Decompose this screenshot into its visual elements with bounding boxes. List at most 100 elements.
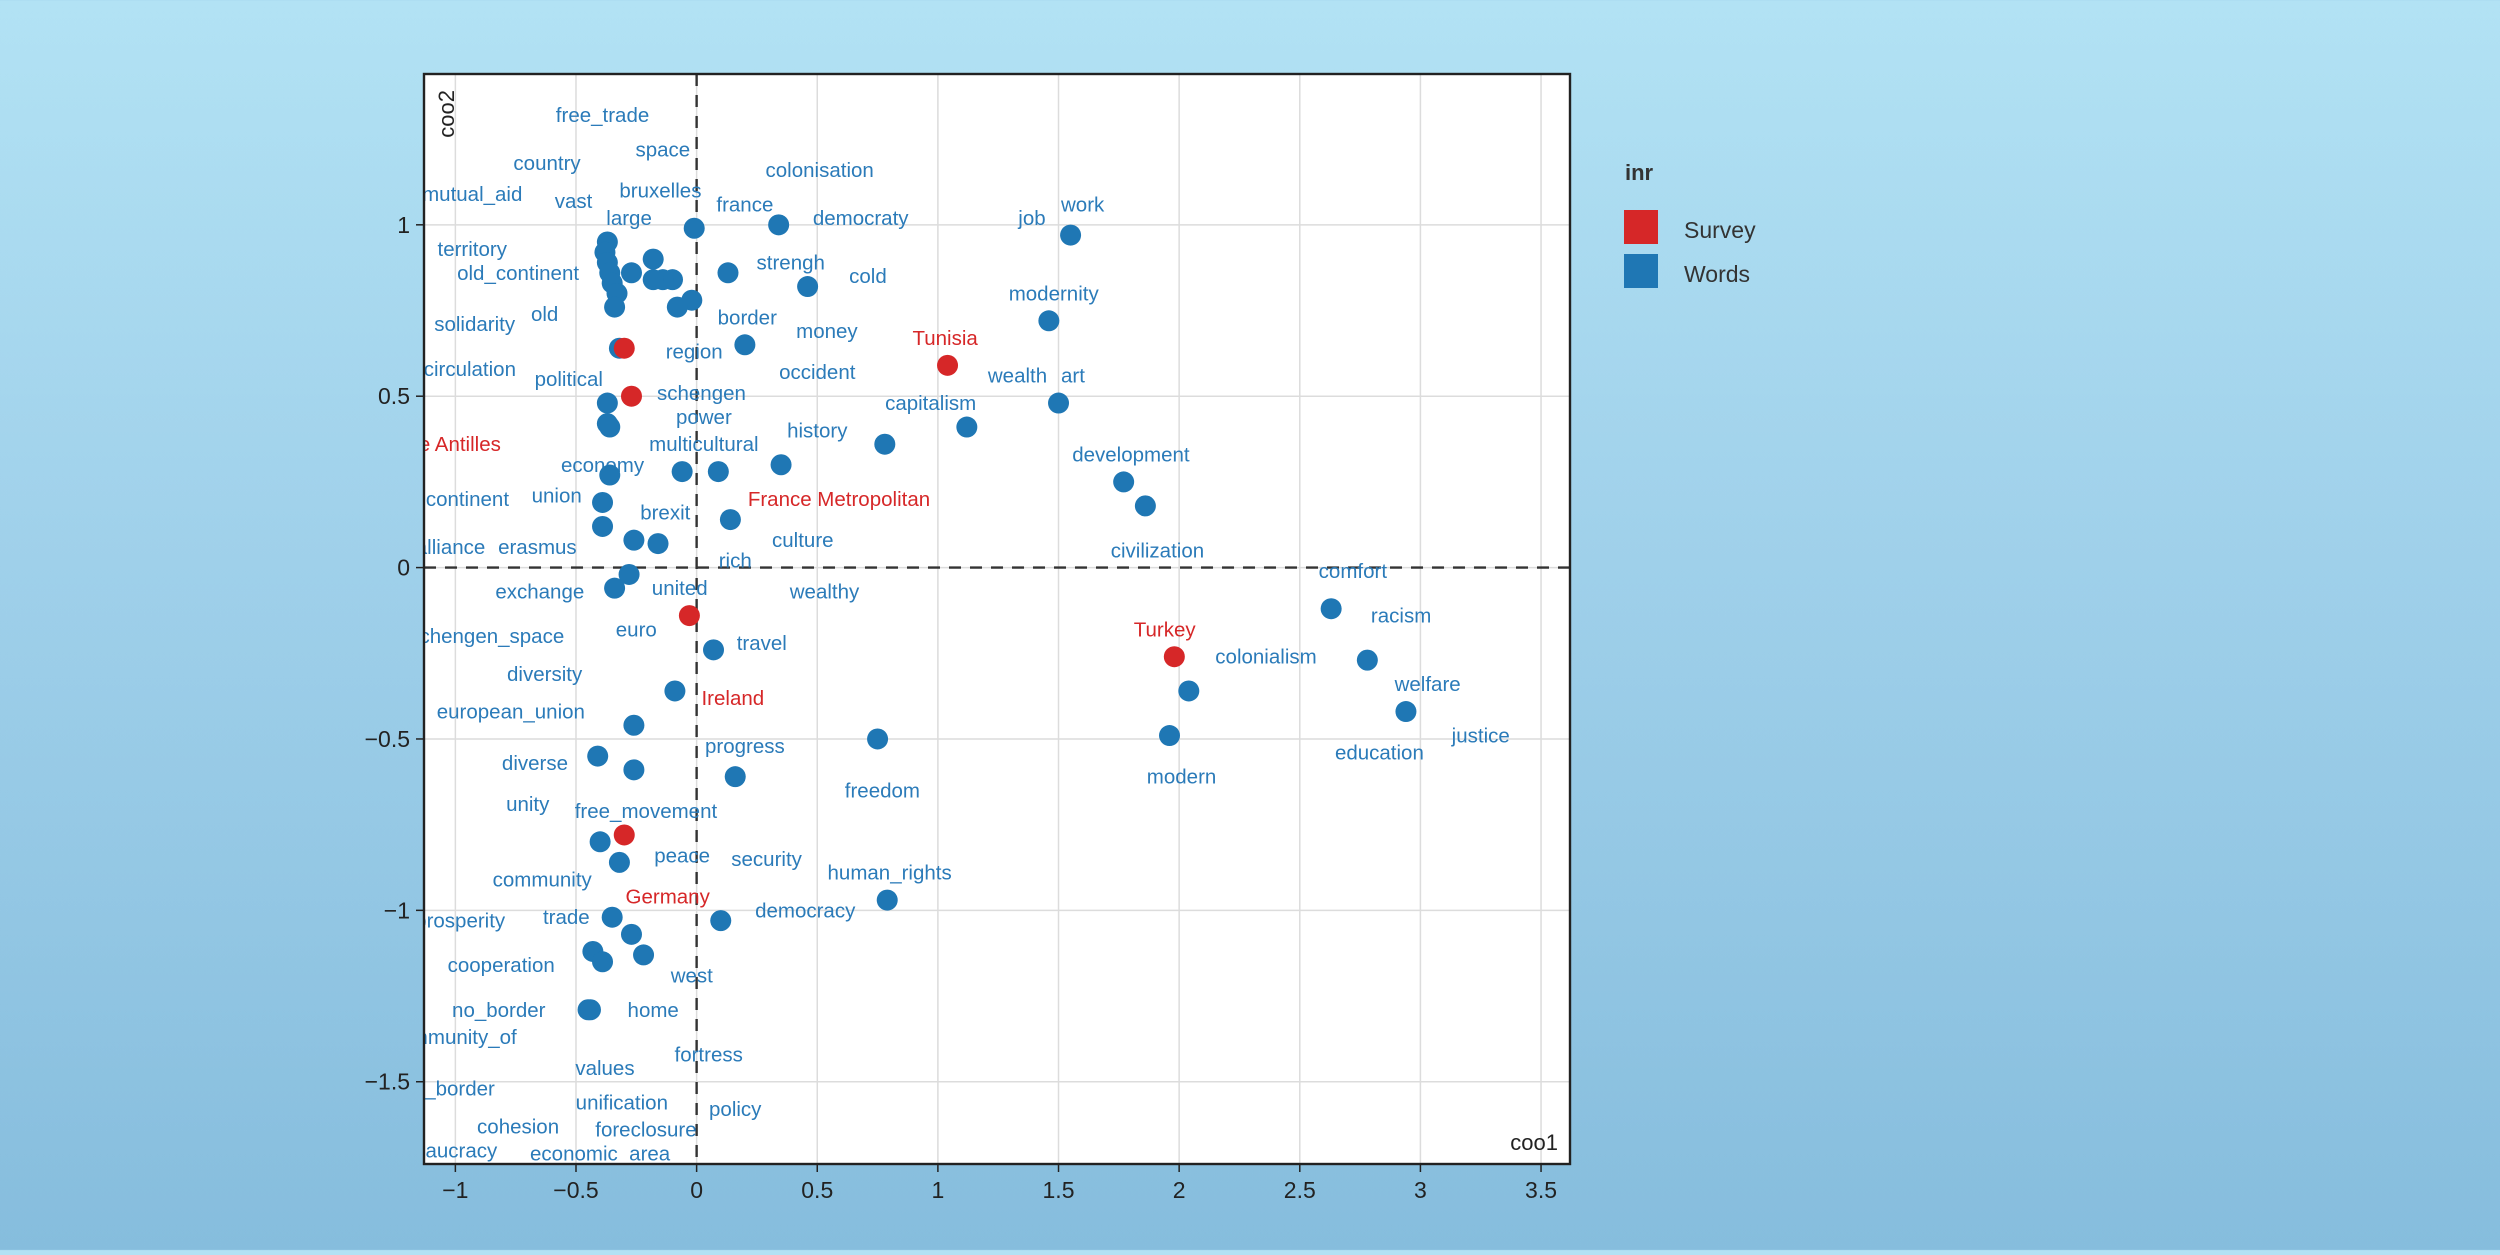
point-label: culture — [772, 529, 834, 552]
point-label: brexit — [640, 502, 690, 525]
point-label: community_of — [389, 1026, 517, 1049]
point-survey[interactable] — [937, 354, 959, 376]
point-words[interactable] — [620, 262, 642, 284]
point-words[interactable] — [768, 214, 790, 236]
point-label: comfort — [1319, 560, 1388, 583]
point-words[interactable] — [707, 461, 729, 483]
y-tick-label: −0.5 — [365, 726, 410, 752]
point-words[interactable] — [592, 951, 614, 973]
point-words[interactable] — [710, 910, 732, 932]
point-words[interactable] — [608, 851, 630, 873]
point-label: welfare — [1394, 673, 1461, 696]
point-words[interactable] — [601, 906, 623, 928]
point-label: old — [531, 303, 558, 326]
x-tick-label: 0.5 — [801, 1177, 833, 1203]
legend-item-words[interactable]: Words — [1624, 254, 1750, 288]
point-label: colonialism — [1215, 646, 1316, 669]
point-words[interactable] — [1113, 471, 1135, 493]
point-words[interactable] — [1038, 310, 1060, 332]
point-words[interactable] — [683, 217, 705, 239]
point-words[interactable] — [599, 464, 621, 486]
data-points[interactable] — [577, 214, 1417, 1021]
point-label: exchange — [495, 581, 584, 604]
point-words[interactable] — [671, 461, 693, 483]
point-survey[interactable] — [613, 824, 635, 846]
point-words[interactable] — [1048, 392, 1070, 414]
point-words[interactable] — [623, 714, 645, 736]
point-words[interactable] — [642, 269, 664, 291]
point-label: civilization — [1111, 539, 1204, 562]
point-label: no_border — [401, 1078, 495, 1101]
point-words[interactable] — [618, 563, 640, 585]
point-label: circulation — [424, 358, 516, 381]
point-words[interactable] — [719, 509, 741, 531]
point-words[interactable] — [770, 454, 792, 476]
point-words[interactable] — [592, 491, 614, 513]
point-words[interactable] — [717, 262, 739, 284]
y-tick-label: 0.5 — [378, 383, 410, 409]
point-words[interactable] — [647, 533, 669, 555]
point-words[interactable] — [1320, 598, 1342, 620]
point-label: schengen — [657, 382, 746, 405]
point-survey[interactable] — [1163, 646, 1185, 668]
point-words[interactable] — [599, 416, 621, 438]
legend[interactable]: inr Survey Words — [1624, 160, 1756, 288]
point-words[interactable] — [1159, 725, 1181, 747]
point-words[interactable] — [642, 248, 664, 270]
point-words[interactable] — [874, 433, 896, 455]
point-label: security — [731, 848, 802, 871]
point-words[interactable] — [1356, 649, 1378, 671]
point-label: human_rights — [828, 862, 952, 885]
point-label: job — [1017, 207, 1045, 230]
point-words[interactable] — [666, 296, 688, 318]
point-words[interactable] — [620, 923, 642, 945]
point-label: democracy — [755, 899, 856, 922]
point-label: work — [1060, 193, 1105, 216]
point-label: modern — [1147, 766, 1217, 789]
point-label: old_continent — [457, 262, 579, 285]
point-words[interactable] — [633, 944, 655, 966]
point-words[interactable] — [589, 831, 611, 853]
point-words[interactable] — [797, 276, 819, 298]
point-words[interactable] — [596, 392, 618, 414]
legend-item-survey[interactable]: Survey — [1624, 210, 1756, 244]
point-label: multicultural — [649, 433, 758, 456]
point-words[interactable] — [876, 889, 898, 911]
point-words[interactable] — [1134, 495, 1156, 517]
point-label: money — [796, 320, 858, 343]
point-words[interactable] — [956, 416, 978, 438]
point-label: country — [513, 152, 581, 175]
point-words[interactable] — [703, 639, 725, 661]
point-label: diverse — [502, 752, 568, 775]
point-words[interactable] — [734, 334, 756, 356]
point-words[interactable] — [623, 759, 645, 781]
point-label: mutual_aid — [422, 183, 522, 206]
point-words[interactable] — [867, 728, 889, 750]
point-words[interactable] — [579, 999, 601, 1021]
point-survey[interactable] — [620, 385, 642, 407]
point-words[interactable] — [724, 766, 746, 788]
point-label: united — [652, 577, 708, 600]
point-words[interactable] — [1060, 224, 1082, 246]
point-words[interactable] — [592, 515, 614, 537]
point-label: values — [575, 1057, 634, 1080]
point-survey[interactable] — [613, 337, 635, 359]
point-label: wealth — [987, 365, 1047, 388]
point-words[interactable] — [623, 529, 645, 551]
point-words[interactable] — [604, 577, 626, 599]
legend-swatch-survey — [1624, 210, 1658, 244]
point-words[interactable] — [587, 745, 609, 767]
point-words[interactable] — [664, 680, 686, 702]
point-label: travel — [737, 632, 787, 655]
point-label: alliance — [416, 536, 486, 559]
point-words[interactable] — [604, 296, 626, 318]
point-words[interactable] — [1178, 680, 1200, 702]
point-label: trade — [543, 906, 590, 929]
y-tick-label: −1.5 — [365, 1069, 410, 1095]
point-label: solidarity — [434, 313, 516, 336]
point-words[interactable] — [1395, 701, 1417, 723]
legend-title: inr — [1625, 160, 1654, 185]
point-survey[interactable] — [678, 605, 700, 627]
x-tick-label: 2 — [1173, 1177, 1186, 1203]
